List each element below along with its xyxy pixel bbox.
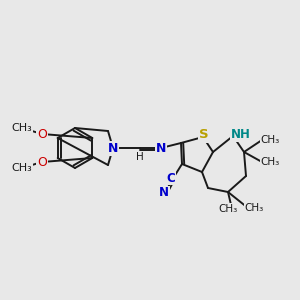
Text: N: N: [156, 142, 166, 154]
Text: S: S: [199, 128, 209, 142]
Text: NH: NH: [231, 128, 251, 142]
Text: C: C: [167, 172, 176, 184]
Text: CH₃: CH₃: [12, 163, 32, 173]
Text: H: H: [136, 152, 144, 162]
Text: N: N: [159, 187, 169, 200]
Text: O: O: [37, 155, 47, 169]
Text: CH₃: CH₃: [12, 123, 32, 133]
Text: CH₃: CH₃: [260, 135, 280, 145]
Text: CH₃: CH₃: [244, 203, 264, 213]
Text: N: N: [108, 142, 118, 154]
Text: O: O: [37, 128, 47, 140]
Text: CH₃: CH₃: [260, 157, 280, 167]
Text: CH₃: CH₃: [218, 204, 238, 214]
